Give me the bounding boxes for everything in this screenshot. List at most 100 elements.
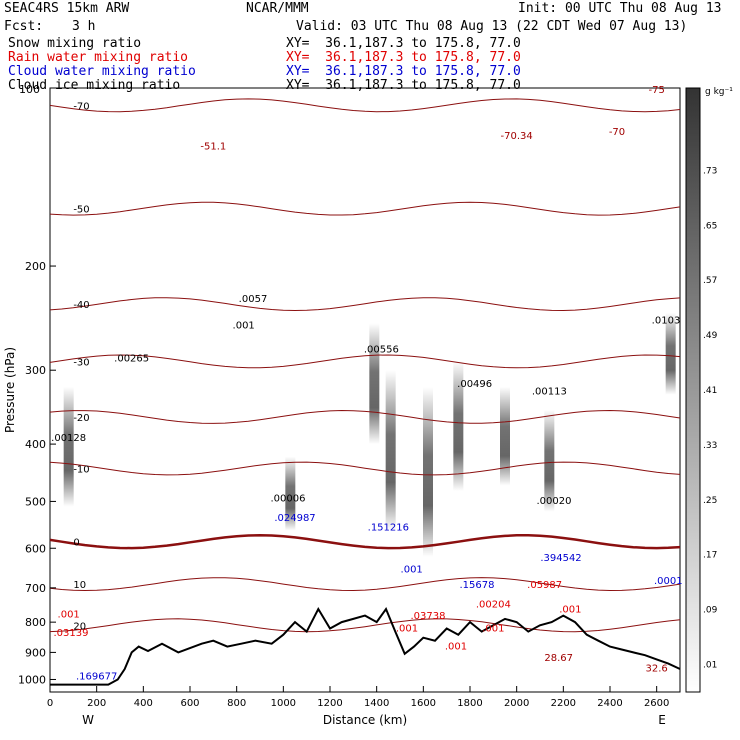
temperature-contour-label-1: -50 bbox=[73, 205, 89, 216]
temperature-contour-1 bbox=[49, 201, 681, 216]
temperature-contour-label-3: -30 bbox=[73, 357, 89, 368]
snow-column-1 bbox=[285, 456, 296, 531]
field-rain-xy: XY= 36.1,187.3 to 175.8, 77.0 bbox=[286, 50, 521, 65]
annotation-12: .00006 bbox=[271, 493, 306, 504]
annotation-4: .00265 bbox=[114, 353, 149, 364]
y-tick-label-4: 600 bbox=[25, 542, 46, 555]
annotation-26: .001 bbox=[445, 642, 467, 653]
x-tick-label-8: 1600 bbox=[411, 698, 436, 709]
field-cloudwater-xy: XY= 36.1,187.3 to 175.8, 77.0 bbox=[286, 64, 521, 79]
y-tick-label-2: 400 bbox=[25, 438, 46, 451]
temperature-contour-label-7: 10 bbox=[73, 580, 86, 591]
snow-column-0 bbox=[63, 386, 74, 507]
fcst-label: Fcst: bbox=[4, 19, 44, 34]
annotation-18: .15678 bbox=[460, 580, 495, 591]
x-tick-label-2: 400 bbox=[134, 698, 153, 709]
x-tick-label-1: 200 bbox=[87, 698, 106, 709]
temperature-contour-label-5: -10 bbox=[73, 465, 89, 476]
colorbar-unit: g kg⁻¹ bbox=[705, 87, 733, 97]
colorbar-label-2: .09 bbox=[703, 606, 718, 616]
snow-column-8 bbox=[665, 312, 676, 395]
colorbar-label-3: .17 bbox=[703, 551, 717, 561]
temperature-contour-label-8: 20 bbox=[73, 621, 86, 632]
annotation-14: .151216 bbox=[368, 523, 409, 534]
annotation-29: 28.67 bbox=[544, 653, 573, 664]
field-snow-name: Snow mixing ratio bbox=[8, 36, 142, 51]
x-tick-label-0: 0 bbox=[47, 698, 53, 709]
annotation-11: .00128 bbox=[51, 433, 86, 444]
x-tick-label-10: 2000 bbox=[504, 698, 529, 709]
field-ice-name: Cloud ice mixing ratio bbox=[8, 78, 181, 93]
annotation-2: -70 bbox=[609, 127, 625, 138]
temperature-contour-0 bbox=[49, 98, 681, 113]
y-tick-label-3: 500 bbox=[25, 495, 46, 508]
y-tick-label-7: 900 bbox=[25, 646, 46, 659]
annotation-10: .0103 bbox=[652, 315, 681, 326]
y-top-label: 100 bbox=[19, 83, 40, 96]
field-rain-name: Rain water mixing ratio bbox=[8, 50, 189, 65]
valid-label: Valid: 03 UTC Thu 08 Aug 13 (22 CDT Wed … bbox=[296, 19, 688, 34]
x-tick-label-13: 2600 bbox=[644, 698, 669, 709]
x-tick-label-4: 800 bbox=[227, 698, 246, 709]
x-tick-label-3: 600 bbox=[180, 698, 199, 709]
end-label-east: E bbox=[658, 713, 666, 727]
model-title: SEAC4RS 15km ARW bbox=[4, 1, 130, 16]
annotation-0: -51.1 bbox=[200, 141, 226, 152]
annotation-8: .00496 bbox=[457, 379, 492, 390]
annotation-27: .001 bbox=[482, 624, 504, 635]
temperature-contour-label-6: 0 bbox=[73, 538, 79, 549]
temperature-contour-2 bbox=[49, 297, 681, 312]
annotation-9: .00113 bbox=[532, 387, 567, 398]
colorbar-label-1: .01 bbox=[703, 661, 717, 671]
snow-column-2 bbox=[369, 323, 380, 445]
y-tick-label-8: 1000 bbox=[18, 673, 46, 686]
colorbar-label-10: .73 bbox=[703, 166, 717, 176]
snow-column-5 bbox=[453, 361, 464, 491]
x-tick-label-7: 1400 bbox=[364, 698, 389, 709]
colorbar-label-8: .57 bbox=[703, 276, 717, 286]
temperature-contour-5 bbox=[49, 461, 681, 476]
colorbar-label-5: .33 bbox=[703, 441, 717, 451]
annotation-15: .00020 bbox=[537, 496, 572, 507]
x-tick-label-9: 1800 bbox=[457, 698, 482, 709]
annotation-22: .0001 bbox=[654, 576, 683, 587]
temperature-contour-7 bbox=[49, 577, 681, 592]
annotation-23: .001 bbox=[58, 609, 80, 620]
y-tick-label-1: 300 bbox=[25, 364, 46, 377]
field-cloudwater-name: Cloud water mixing ratio bbox=[8, 64, 196, 79]
annotation-31: .169677 bbox=[76, 671, 117, 682]
x-tick-label-5: 1000 bbox=[271, 698, 296, 709]
temperature-contour-6 bbox=[49, 533, 681, 550]
annotation-21: .03738 bbox=[411, 611, 446, 622]
annotation-24: .03139 bbox=[54, 628, 89, 639]
annotation-25: .001 bbox=[396, 624, 418, 635]
y-axis-title: Pressure (hPa) bbox=[3, 347, 17, 433]
annotation-20: .00204 bbox=[476, 599, 511, 610]
temperature-contour-label-4: -20 bbox=[73, 413, 89, 424]
snow-column-3 bbox=[385, 370, 396, 531]
annotation-17: .001 bbox=[401, 565, 423, 576]
colorbar-label-4: .25 bbox=[703, 496, 717, 506]
init-label: Init: 00 UTC Thu 08 Aug 13 bbox=[518, 1, 722, 16]
x-tick-label-12: 2400 bbox=[597, 698, 622, 709]
end-label-west: W bbox=[82, 713, 94, 727]
temperature-contour-label-0: -70 bbox=[73, 101, 89, 112]
fcst-value: 3 h bbox=[72, 19, 96, 34]
field-ice-xy: XY= 36.1,187.3 to 175.8, 77.0 bbox=[286, 78, 521, 93]
annotation-7: .00556 bbox=[364, 344, 399, 355]
y-tick-label-0: 200 bbox=[25, 260, 46, 273]
x-tick-label-6: 1200 bbox=[317, 698, 342, 709]
center-label: NCAR/MMM bbox=[246, 1, 309, 16]
annotation-30: 32.6 bbox=[646, 664, 668, 675]
temperature-contour-label-2: -40 bbox=[73, 300, 89, 311]
temperature-contour-8 bbox=[49, 618, 681, 633]
y-tick-label-5: 700 bbox=[25, 582, 46, 595]
temperature-contour-3 bbox=[49, 354, 681, 369]
annotation-6: .001 bbox=[233, 320, 255, 331]
colorbar bbox=[685, 87, 701, 693]
annotation-3: -75 bbox=[648, 85, 664, 96]
plot-frame bbox=[49, 87, 681, 693]
snow-column-6 bbox=[500, 386, 510, 486]
field-snow-xy: XY= 36.1,187.3 to 175.8, 77.0 bbox=[286, 36, 521, 51]
